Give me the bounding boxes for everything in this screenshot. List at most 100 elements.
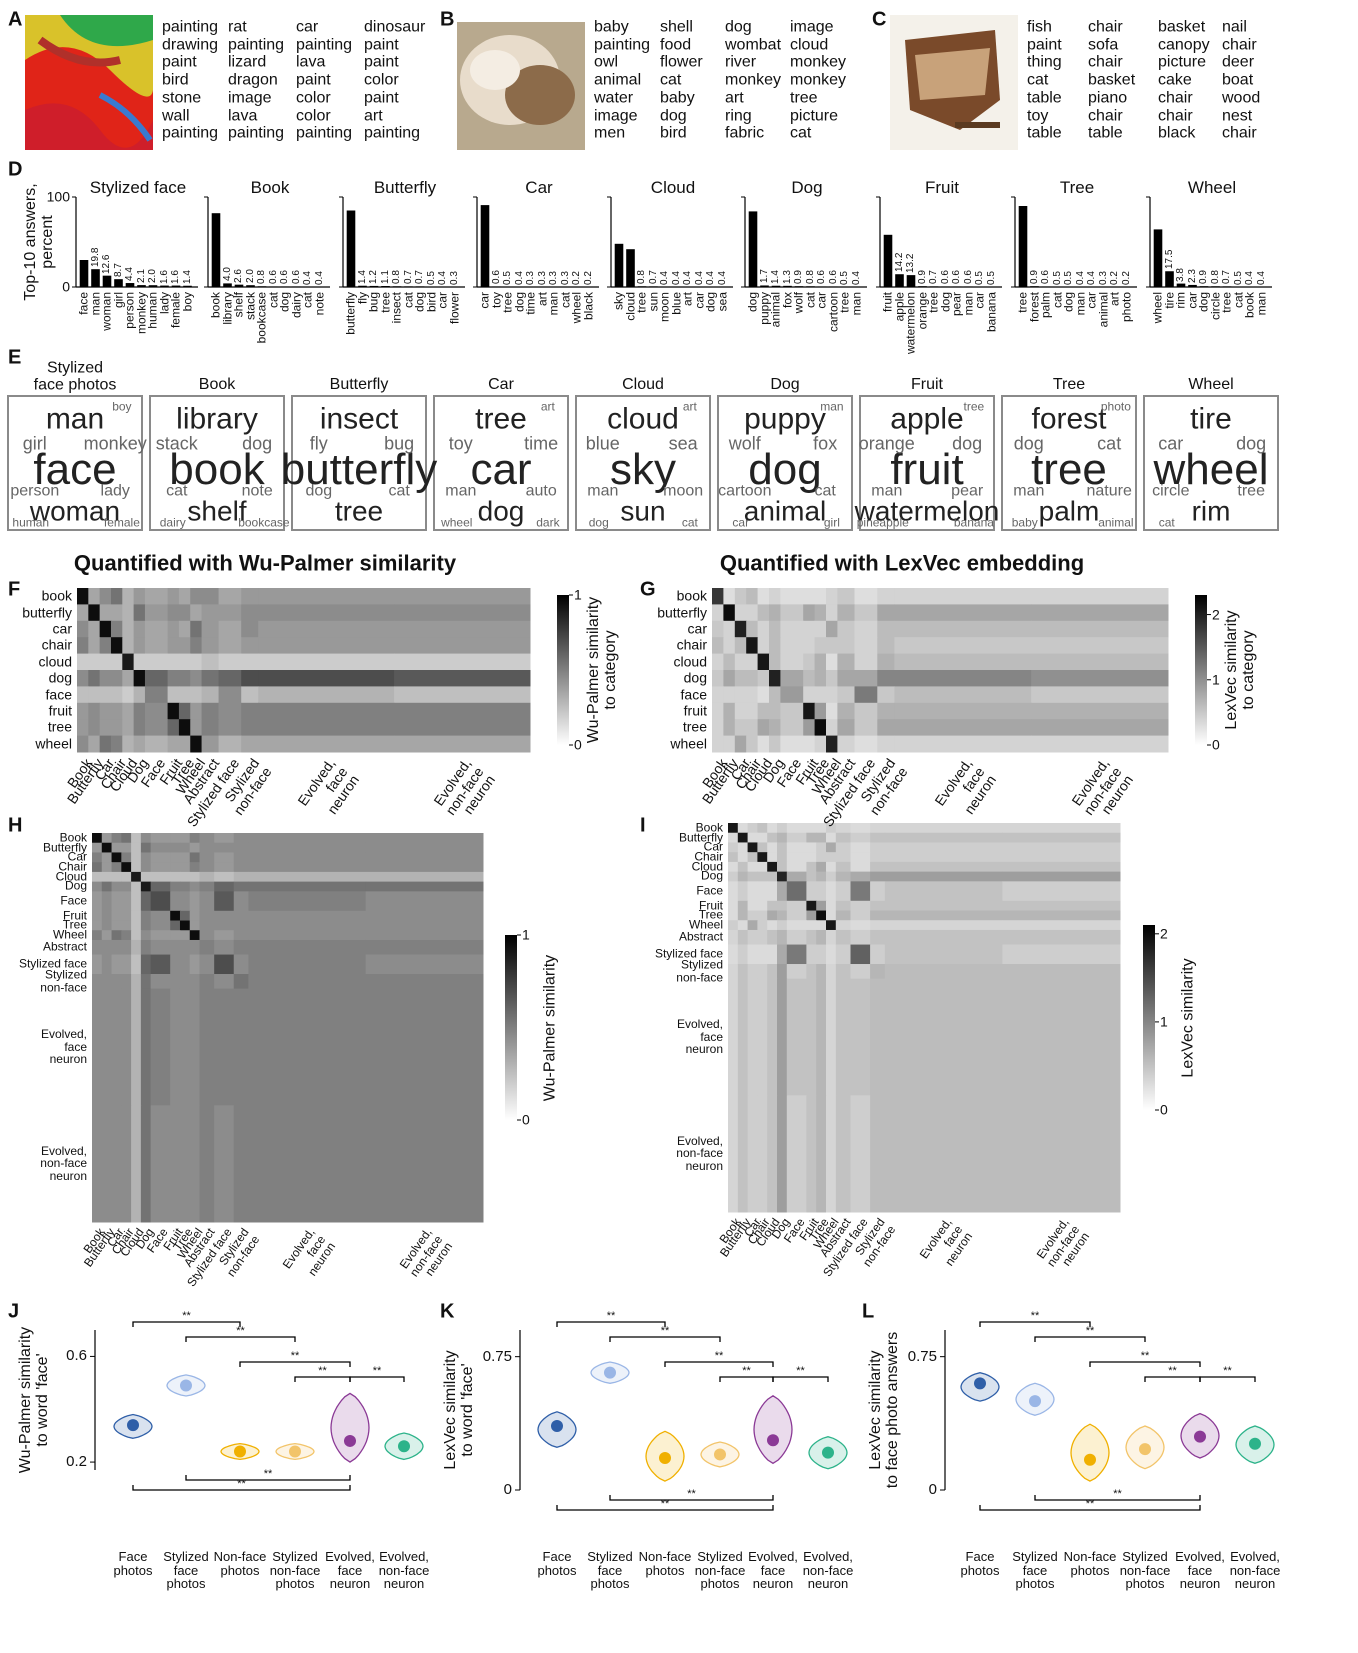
heatmap-cell <box>835 1095 851 1213</box>
row-label: Chair <box>694 849 723 864</box>
heatmap-cell <box>101 881 113 892</box>
cloud-word: car <box>470 444 532 494</box>
x-tick-label: photo <box>1119 292 1134 323</box>
cloud-word: shelf <box>187 495 247 527</box>
heatmap-cell <box>777 832 788 843</box>
significance-bracket <box>1034 1495 1201 1501</box>
bar <box>211 213 221 287</box>
heatmap-cell <box>777 842 788 853</box>
heatmap-cell <box>803 653 816 671</box>
row-label: face <box>45 686 72 703</box>
heatmap-cell <box>133 670 146 687</box>
heatmap-cell <box>133 653 146 671</box>
cloud-word: apple <box>890 402 964 436</box>
heatmap-cell <box>816 1095 827 1213</box>
heatmap-cell <box>248 833 367 844</box>
heatmap-cell <box>92 920 103 931</box>
heatmap-cell <box>723 588 736 605</box>
heatmap-cell <box>835 861 851 873</box>
heatmap-cell <box>767 881 778 902</box>
value-label: 0.8 <box>1209 270 1221 285</box>
heatmap-cell <box>734 670 747 687</box>
heatmap-cell <box>1002 832 1121 843</box>
heatmap-cell <box>1031 735 1169 753</box>
heatmap-cell <box>835 842 851 853</box>
heatmap-cell <box>233 852 249 863</box>
heatmap-cell <box>1002 944 1121 965</box>
heatmap-cell <box>767 920 778 931</box>
answer-word: table <box>1088 124 1123 142</box>
heatmap-cell <box>77 670 89 687</box>
cloud-word: tire <box>1190 402 1232 436</box>
heatmap-cell <box>121 833 132 844</box>
heatmap-cell <box>728 823 739 834</box>
heatmap-cell <box>189 891 201 912</box>
mean-dot <box>1084 1453 1096 1466</box>
row-label: fruit <box>683 702 707 719</box>
bar <box>817 286 827 287</box>
heatmap-cell <box>140 891 152 912</box>
row-label: Book <box>695 820 723 835</box>
mean-dot <box>659 1452 671 1464</box>
row-label: Face <box>696 883 723 898</box>
answer-word: picture <box>1158 53 1207 71</box>
cloud-word: orange <box>858 433 915 454</box>
value-label: 0.4 <box>1255 270 1267 285</box>
heatmap-cell <box>757 832 768 843</box>
heatmap-cell <box>1002 929 1121 946</box>
significance-bracket <box>556 1505 774 1511</box>
word-cloud-frame <box>291 395 427 531</box>
heatmap-cell <box>190 686 203 704</box>
heatmap-cell <box>1002 978 1121 1096</box>
row-label: dog <box>48 669 72 686</box>
heatmap-cell <box>894 735 1032 753</box>
x-tick-label: Stylized non-face photos <box>269 1549 321 1592</box>
mean-dot <box>344 1434 356 1447</box>
word-cloud-title: Butterfly <box>329 376 389 394</box>
cloud-word: tree <box>963 399 985 414</box>
heatmap-cell <box>723 735 736 753</box>
heatmap-cell <box>850 900 871 912</box>
row-label: fruit <box>48 702 72 719</box>
heatmap-cell <box>747 823 758 834</box>
row-label: Tree <box>698 908 723 923</box>
row-label: car <box>52 620 72 637</box>
cloud-word: boy <box>112 399 132 414</box>
heatmap-cell <box>248 988 367 1106</box>
word-cloud-title: Dog <box>770 376 800 394</box>
heatmap-cell <box>88 604 101 622</box>
answer-word: painting <box>364 124 421 142</box>
heatmap-cell <box>884 832 1003 843</box>
significance-label: ** <box>290 1350 300 1363</box>
heatmap-cell <box>747 852 758 863</box>
heatmap-cell <box>746 588 759 605</box>
heatmap-cell <box>826 637 838 655</box>
answer-word: dog <box>660 107 687 125</box>
heatmap-cell <box>179 842 191 853</box>
answer-word: painting <box>228 124 285 142</box>
heatmap-cell <box>189 842 201 853</box>
heatmap-cell <box>199 852 215 863</box>
heatmap-cell <box>734 620 747 638</box>
heatmap-cell <box>88 686 101 704</box>
heatmap-cell <box>884 920 1003 931</box>
heatmap-cell <box>179 871 191 883</box>
cloud-word: art <box>682 399 697 414</box>
colorbar-tick-label: 0 <box>1160 1101 1168 1118</box>
cloud-word: photo <box>1100 399 1131 414</box>
heatmap-cell <box>767 871 778 882</box>
cloud-word: watermelon <box>854 495 1000 527</box>
heatmap-cell <box>826 719 838 737</box>
significance-bracket <box>1199 1376 1256 1382</box>
heatmap-cell <box>122 620 135 638</box>
panel-letter: G <box>640 578 656 601</box>
heatmap-cell <box>233 871 249 883</box>
mean-dot <box>398 1440 410 1453</box>
value-label: 1.4 <box>769 269 781 284</box>
heatmap-cell <box>712 702 724 720</box>
heatmap-cell <box>747 842 758 853</box>
heatmap-cell <box>233 891 249 912</box>
heatmap-cell <box>140 910 152 922</box>
heatmap-cell <box>884 964 1003 980</box>
